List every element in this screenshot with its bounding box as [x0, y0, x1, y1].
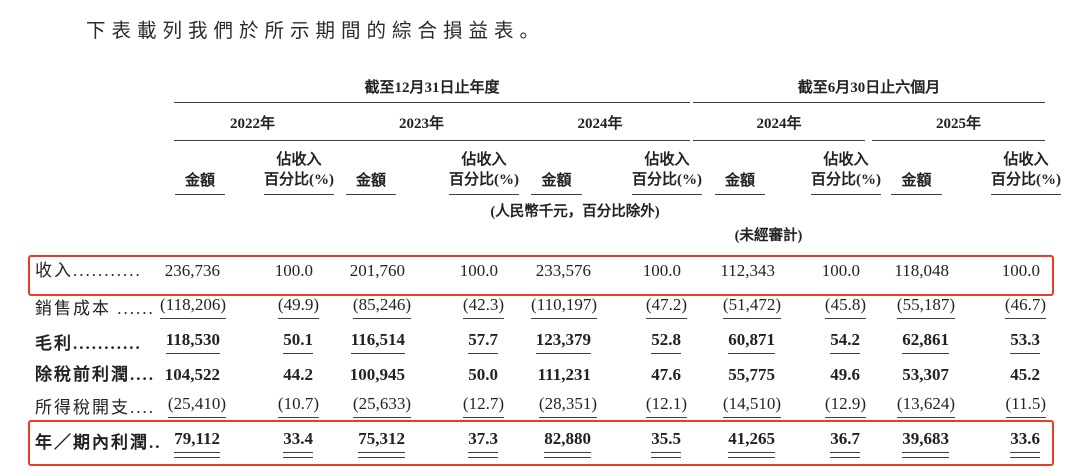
value-cell: (25,633)	[325, 391, 417, 420]
note-currency: (人民幣千元，百分比除外)	[490, 204, 660, 220]
value-cell: 100.0	[274, 261, 313, 280]
income-statement-table: 截至12月31日止年度 截至6月30日止六個月 2022年 2023年 2024…	[35, 75, 1061, 462]
value-cell: 116,514	[325, 321, 417, 357]
year-header: 2024年	[510, 103, 690, 141]
value-cell: 104,522	[164, 365, 220, 384]
year-header: 2022年	[174, 103, 331, 141]
value-cell: (85,246)	[325, 289, 417, 321]
value-cell: 75,312	[325, 420, 417, 462]
value-cell: (12.9)	[787, 391, 872, 420]
value-cell: (118,206)	[160, 289, 232, 321]
value-cell: 49.6	[830, 365, 860, 384]
value-cell: 100.0	[1001, 261, 1040, 280]
value-cell: (49.9)	[232, 289, 325, 321]
value-cell: 35.5	[603, 420, 693, 462]
group-header-interim: 截至6月30日止六個月	[693, 75, 1045, 103]
value-cell: (55,187)	[872, 289, 961, 321]
value-cell: 55,775	[728, 365, 775, 384]
value-cell: 39,683	[872, 420, 961, 462]
spacer	[35, 141, 168, 195]
value-cell: 100.0	[821, 261, 860, 280]
value-cell: 233,576	[535, 261, 591, 280]
year-header: 2023年	[328, 103, 515, 141]
spacer	[872, 221, 1052, 245]
value-cell: 123,379	[510, 321, 603, 357]
column-header-percent: 佔收入 百分比(%)	[603, 141, 702, 195]
value-cell: 100,945	[349, 365, 405, 384]
value-cell: 37.3	[417, 420, 510, 462]
row-label: 年／期內利潤..	[35, 433, 162, 452]
column-header-amount: 金額	[872, 141, 961, 195]
value-cell: 57.7	[417, 321, 510, 357]
value-cell: (12.1)	[603, 391, 693, 420]
column-header-amount: 金額	[510, 141, 603, 195]
column-header-percent: 佔收入 百分比(%)	[787, 141, 881, 195]
value-cell: 50.0	[468, 365, 498, 384]
value-cell: 53.3	[961, 321, 1052, 357]
column-header-amount: 金額	[325, 141, 417, 195]
row-label: 除稅前利潤....	[35, 365, 155, 384]
value-cell: (12.7)	[417, 391, 510, 420]
value-cell: 112,343	[720, 261, 775, 280]
row-label: 所得稅開支....	[35, 398, 155, 417]
group-header-annual: 截至12月31日止年度	[174, 75, 690, 103]
note-unaudited: (未經審計)	[734, 228, 803, 244]
column-header-amount: 金額	[693, 141, 787, 195]
row-label: 毛利...........	[35, 334, 142, 353]
column-header-percent: 佔收入 百分比(%)	[232, 141, 334, 195]
page-title: 下表載列我們於所示期間的綜合損益表。	[86, 21, 546, 42]
value-cell: 33.4	[232, 420, 325, 462]
value-cell: 100.0	[459, 261, 498, 280]
year-header: 2024年	[693, 103, 865, 141]
row-label: 銷售成本 ......	[35, 299, 155, 318]
value-cell: (42.3)	[417, 289, 510, 321]
year-header: 2025年	[872, 103, 1045, 141]
value-cell: (51,472)	[693, 289, 787, 321]
value-cell: 82,880	[510, 420, 603, 462]
value-cell: 41,265	[693, 420, 787, 462]
value-cell: 118,048	[894, 261, 949, 280]
value-cell: (11.5)	[961, 391, 1052, 420]
value-cell: 44.2	[283, 365, 313, 384]
value-cell: 100.0	[642, 261, 681, 280]
value-cell: 33.6	[961, 420, 1052, 462]
value-cell: 50.1	[232, 321, 325, 357]
value-cell: 60,871	[693, 321, 787, 357]
spacer	[35, 75, 168, 103]
value-cell: 47.6	[651, 365, 681, 384]
value-cell: 62,861	[872, 321, 961, 357]
spacer	[35, 221, 693, 245]
value-cell: (46.7)	[961, 289, 1052, 321]
column-header-percent: 佔收入 百分比(%)	[961, 141, 1061, 195]
column-header-amount: 金額	[168, 141, 232, 195]
row-label: 收入...........	[35, 261, 142, 280]
value-cell: (28,351)	[510, 391, 603, 420]
value-cell: (14,510)	[693, 391, 787, 420]
column-header-percent: 佔收入 百分比(%)	[417, 141, 519, 195]
value-cell: (45.8)	[787, 289, 872, 321]
value-cell: 36.7	[787, 420, 872, 462]
value-cell: 111,231	[537, 365, 591, 384]
value-cell: (47.2)	[603, 289, 693, 321]
value-cell: 201,760	[349, 261, 405, 280]
value-cell: 52.8	[603, 321, 693, 357]
spacer	[35, 103, 168, 141]
value-cell: (110,197)	[510, 289, 603, 321]
value-cell: 53,307	[902, 365, 949, 384]
value-cell: (25,410)	[167, 391, 232, 420]
value-cell: 45.2	[1010, 365, 1040, 384]
value-cell: 118,530	[165, 321, 232, 357]
value-cell: (13,624)	[872, 391, 961, 420]
value-cell: 236,736	[164, 261, 220, 280]
value-cell: 54.2	[787, 321, 872, 357]
value-cell: (10.7)	[232, 391, 325, 420]
value-cell: 79,112	[168, 420, 232, 462]
